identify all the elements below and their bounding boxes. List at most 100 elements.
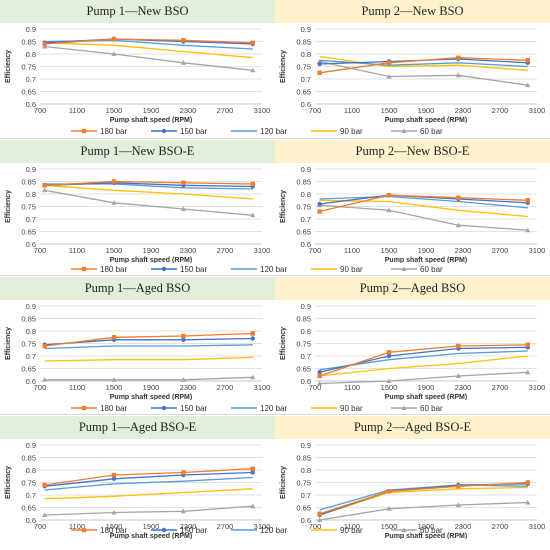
series-line: [44, 476, 253, 491]
legend-marker: [81, 266, 87, 272]
data-point: [42, 187, 48, 193]
y-tick-label: 0.8: [301, 50, 311, 59]
y-tick-label: 0.9: [26, 25, 36, 34]
legend-label: 180 bar: [100, 404, 128, 413]
y-axis-title: Efficiency: [5, 327, 12, 360]
legend-label: 90 bar: [340, 127, 363, 136]
legend-swatch: [71, 266, 97, 272]
series-line: [44, 189, 253, 216]
data-point: [525, 369, 531, 375]
x-tick-label: 1100: [344, 522, 360, 531]
legend-label: 180 bar: [100, 127, 128, 136]
legend: 180 bar 150 bar 120 bar 90 bar 60 bar: [0, 523, 550, 539]
y-tick-label: 0.85: [296, 177, 311, 186]
y-tick-label: 0.85: [296, 37, 311, 46]
series-line: [44, 38, 253, 45]
x-tick-label: 1500: [106, 522, 123, 531]
legend-swatch: [71, 128, 97, 134]
x-tick-label: 700: [309, 522, 322, 531]
data-point: [42, 41, 47, 47]
series-line: [319, 194, 528, 213]
chart-panel: Pump 2—New BSO-E 0.6 0.65 0.7 0.75 0.8 0.85 0.9…: [275, 140, 550, 274]
data-point: [317, 380, 323, 386]
x-tick-label: 700: [34, 522, 47, 531]
row-divider: [0, 275, 550, 276]
y-tick-label: 0.7: [26, 491, 36, 500]
data-point: [181, 337, 186, 342]
legend-marker: [81, 405, 87, 411]
series-line: [44, 505, 253, 516]
chart-title: Pump 2—New BSO-E: [275, 140, 550, 163]
legend-marker: [81, 527, 87, 533]
data-point: [317, 370, 322, 375]
y-axis-title: Efficiency: [280, 327, 287, 360]
x-tick-label: 3100: [529, 383, 546, 392]
x-tick-label: 700: [34, 106, 47, 115]
data-point: [180, 508, 186, 514]
legend-swatch: [391, 405, 417, 410]
data-point: [317, 511, 322, 516]
legend-label: 180 bar: [100, 526, 128, 535]
legend-label: 180 bar: [100, 265, 128, 274]
data-point: [180, 206, 186, 211]
x-tick-label: 2700: [492, 522, 509, 531]
data-point: [250, 374, 256, 380]
x-tick-label: 3100: [254, 383, 271, 392]
legend-label: 150 bar: [180, 404, 208, 413]
x-tick-label: 700: [34, 246, 47, 255]
series-line: [319, 199, 528, 218]
legend-swatch: [231, 268, 257, 270]
y-tick-label: 0.85: [21, 177, 36, 186]
legend-label: 90 bar: [340, 265, 363, 274]
y-tick-label: 0.9: [301, 165, 311, 174]
y-axis-title: Efficiency: [5, 466, 12, 499]
x-axis-title: Pump shaft speed (RPM): [110, 394, 192, 400]
legend-marker: [401, 266, 407, 271]
chart-panel: Pump 2—Aged BSO-E 0.6 0.65 0.7 0.75 0.8 0.85 0.…: [275, 416, 550, 550]
x-tick-label: 2300: [455, 246, 472, 255]
chart-plot: 0.6 0.65 0.7 0.75 0.8 0.85 0.9 700 1100 1500 1900 2…: [280, 25, 545, 123]
y-tick-label: 0.8: [26, 466, 36, 475]
data-point: [42, 512, 48, 517]
x-tick-label: 700: [34, 383, 47, 392]
data-point: [181, 470, 186, 475]
legend: 180 bar 150 bar 120 bar 90 bar 60 bar: [0, 124, 550, 140]
data-point: [456, 55, 461, 60]
legend-swatch: [311, 130, 337, 132]
legend: 180 bar 150 bar 120 bar 90 bar 60 bar: [0, 401, 550, 417]
x-tick-label: 1100: [344, 246, 360, 255]
data-point: [386, 350, 392, 355]
y-tick-label: 0.6: [301, 100, 311, 109]
x-tick-label: 1500: [106, 383, 123, 392]
chart-panel: Pump 2—Aged BSO 0.6 0.65 0.7 0.75 0.8 0.85 0.9 7…: [275, 277, 550, 411]
legend-swatch: [391, 527, 417, 532]
legend-label: 60 bar: [420, 265, 443, 274]
data-point: [42, 43, 48, 49]
data-point: [317, 517, 323, 522]
x-tick-label: 2700: [217, 246, 234, 255]
row-divider: [0, 414, 550, 415]
legend-swatch: [151, 405, 177, 411]
y-tick-label: 0.6: [301, 240, 311, 249]
data-point: [525, 480, 530, 485]
data-point: [525, 82, 531, 88]
chart-plot: 0.6 0.65 0.7 0.75 0.8 0.85 0.9 700 1100 1500 1900 2…: [5, 165, 270, 263]
y-tick-label: 0.7: [26, 75, 36, 84]
series-line: [319, 344, 528, 377]
data-point: [250, 212, 256, 218]
chart-panel: Pump 1—New BSO-E 0.6 0.65 0.7 0.75 0.8 0.85 0.9…: [0, 140, 275, 274]
data-point: [317, 70, 322, 75]
legend-marker: [161, 128, 167, 134]
x-axis-title: Pump shaft speed (RPM): [385, 257, 467, 263]
x-tick-label: 1900: [418, 246, 435, 255]
legend-marker: [161, 527, 167, 533]
y-tick-label: 0.75: [21, 62, 36, 71]
y-tick-label: 0.8: [301, 190, 311, 199]
x-tick-label: 2700: [217, 522, 234, 531]
legend-swatch: [151, 128, 177, 134]
legend-marker: [81, 128, 87, 134]
legend-label: 90 bar: [340, 404, 363, 413]
x-tick-label: 2300: [180, 246, 197, 255]
legend-marker: [401, 405, 407, 410]
data-point: [180, 377, 186, 382]
